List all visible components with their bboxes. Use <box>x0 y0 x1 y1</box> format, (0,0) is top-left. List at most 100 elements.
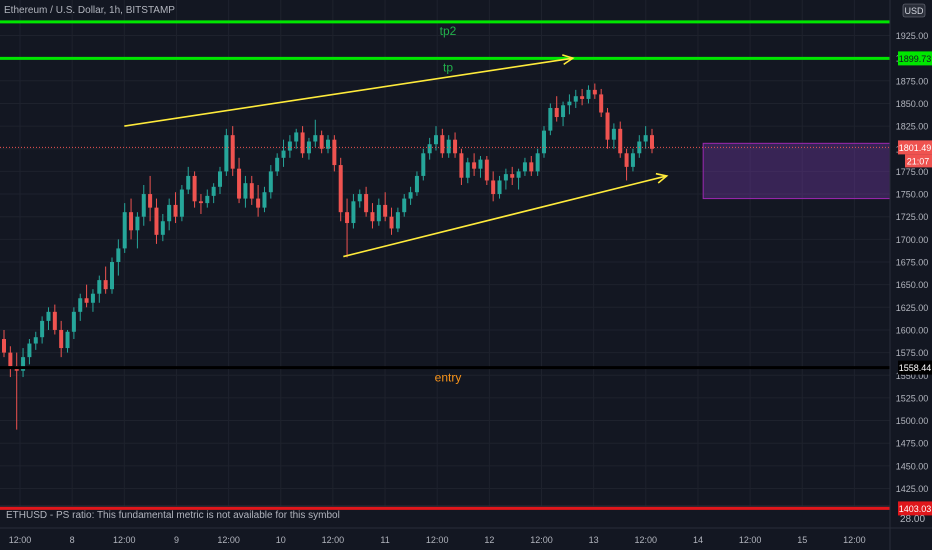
candle-body <box>287 141 292 151</box>
candle-body <box>129 212 134 231</box>
price-tag-text-tp: 1899.73 <box>899 54 932 64</box>
price-tick-label: 1875.00 <box>896 76 929 86</box>
price-axis[interactable]: 1925.001900.001875.001850.001825.001800.… <box>896 31 929 494</box>
candle-body <box>383 204 388 217</box>
candle-body <box>148 194 153 208</box>
candle-body <box>116 248 121 262</box>
candle-body <box>497 180 502 195</box>
candle-body <box>205 195 210 204</box>
price-tag-stop <box>898 501 932 516</box>
candle-body <box>535 153 540 172</box>
time-tick-label: 14 <box>693 535 703 545</box>
candle-body <box>364 194 369 213</box>
time-tick-label: 12:00 <box>843 535 866 545</box>
candle-body <box>313 135 318 142</box>
candle-body <box>580 96 585 99</box>
candle-body <box>173 204 178 217</box>
candle-body <box>414 175 419 193</box>
target-zone <box>702 142 902 200</box>
ps-ratio-text: ETHUSD - PS ratio: This fundamental metr… <box>6 510 340 521</box>
last-price-tag <box>898 140 932 155</box>
candle-body <box>135 216 140 231</box>
price-tick-label: 1450.00 <box>896 461 929 471</box>
channel-lower-line[interactable] <box>343 175 667 258</box>
candle-body <box>357 194 362 202</box>
candle-body <box>306 141 311 154</box>
candle-body <box>630 153 635 167</box>
countdown-text: 21:07 <box>907 156 930 166</box>
candle-body <box>478 159 483 169</box>
time-tick-label: 11 <box>380 535 389 545</box>
time-tick-label: 12:00 <box>113 535 136 545</box>
candle-body <box>503 174 508 181</box>
candle-body <box>446 139 451 154</box>
candle-body <box>408 192 413 199</box>
time-tick-label: 12:00 <box>9 535 32 545</box>
candle-body <box>52 311 57 330</box>
candle-body <box>599 94 604 113</box>
candle-body <box>211 186 216 196</box>
candle-body <box>465 162 470 178</box>
price-tick-label: 1825.00 <box>896 122 929 132</box>
price-tick-label: 1675.00 <box>896 258 929 268</box>
candle-body <box>554 107 559 118</box>
candle-body <box>484 159 489 181</box>
candle-body <box>459 153 464 178</box>
candle-body <box>179 189 184 217</box>
candle-body <box>262 192 267 208</box>
candle-body <box>40 320 45 338</box>
currency-button-frame <box>902 3 926 18</box>
price-tick-label: 1625.00 <box>896 303 929 313</box>
channel-upper-line-arrowhead <box>562 54 575 66</box>
candle-body <box>624 153 629 167</box>
candle-body <box>97 280 102 294</box>
candle-body <box>605 112 610 140</box>
candle-body <box>84 298 89 303</box>
price-tick-label: 1425.00 <box>896 484 929 494</box>
candle-body <box>256 198 261 208</box>
price-tag-entry <box>898 360 932 375</box>
candle-body <box>275 157 280 172</box>
candle-body <box>542 130 546 154</box>
candle-body <box>351 201 356 224</box>
price-tick-label: 1750.00 <box>896 190 929 200</box>
candle-body <box>2 339 6 353</box>
candle-body <box>567 101 572 106</box>
candle-body <box>8 352 13 367</box>
price-tick-label: 1475.00 <box>896 439 929 449</box>
candle-body <box>192 175 197 202</box>
currency-button[interactable]: USD <box>902 3 926 18</box>
candle-body <box>573 96 578 102</box>
levels[interactable]: tp2 tp entry <box>0 20 932 510</box>
candle-body <box>522 162 527 172</box>
candle-body <box>402 198 407 213</box>
time-axis[interactable]: 12:00 8 12:00 9 12:00 10 12:00 11 12:00 12 12:00 13… <box>9 535 866 545</box>
time-tick-label: 13 <box>589 535 599 545</box>
channel-lines[interactable] <box>124 54 669 258</box>
price-tag-tp <box>898 51 932 66</box>
candle-body <box>71 311 76 332</box>
grid <box>0 0 890 506</box>
symbol-title: Ethereum / U.S. Dollar, 1h, BITSTAMP <box>4 5 175 16</box>
candle-body <box>186 175 191 190</box>
candle-body <box>332 139 337 166</box>
candle-body <box>548 107 553 131</box>
price-tick-label: 1500.00 <box>896 416 929 426</box>
candle-body <box>434 135 438 145</box>
candle-body <box>472 162 477 169</box>
candle-body <box>167 204 172 222</box>
channel-upper-line[interactable] <box>124 57 573 127</box>
time-tick-label: 15 <box>797 535 807 545</box>
candle-body <box>230 135 235 169</box>
candle-body <box>389 216 394 229</box>
candle-body <box>491 180 496 195</box>
candle-body <box>33 337 38 344</box>
time-tick-label: 12:00 <box>635 535 658 545</box>
candle-body <box>421 153 426 176</box>
candle-body <box>338 165 343 213</box>
candle-body <box>21 357 26 371</box>
candle-body <box>300 132 305 154</box>
price-tick-label: 1850.00 <box>896 99 929 109</box>
